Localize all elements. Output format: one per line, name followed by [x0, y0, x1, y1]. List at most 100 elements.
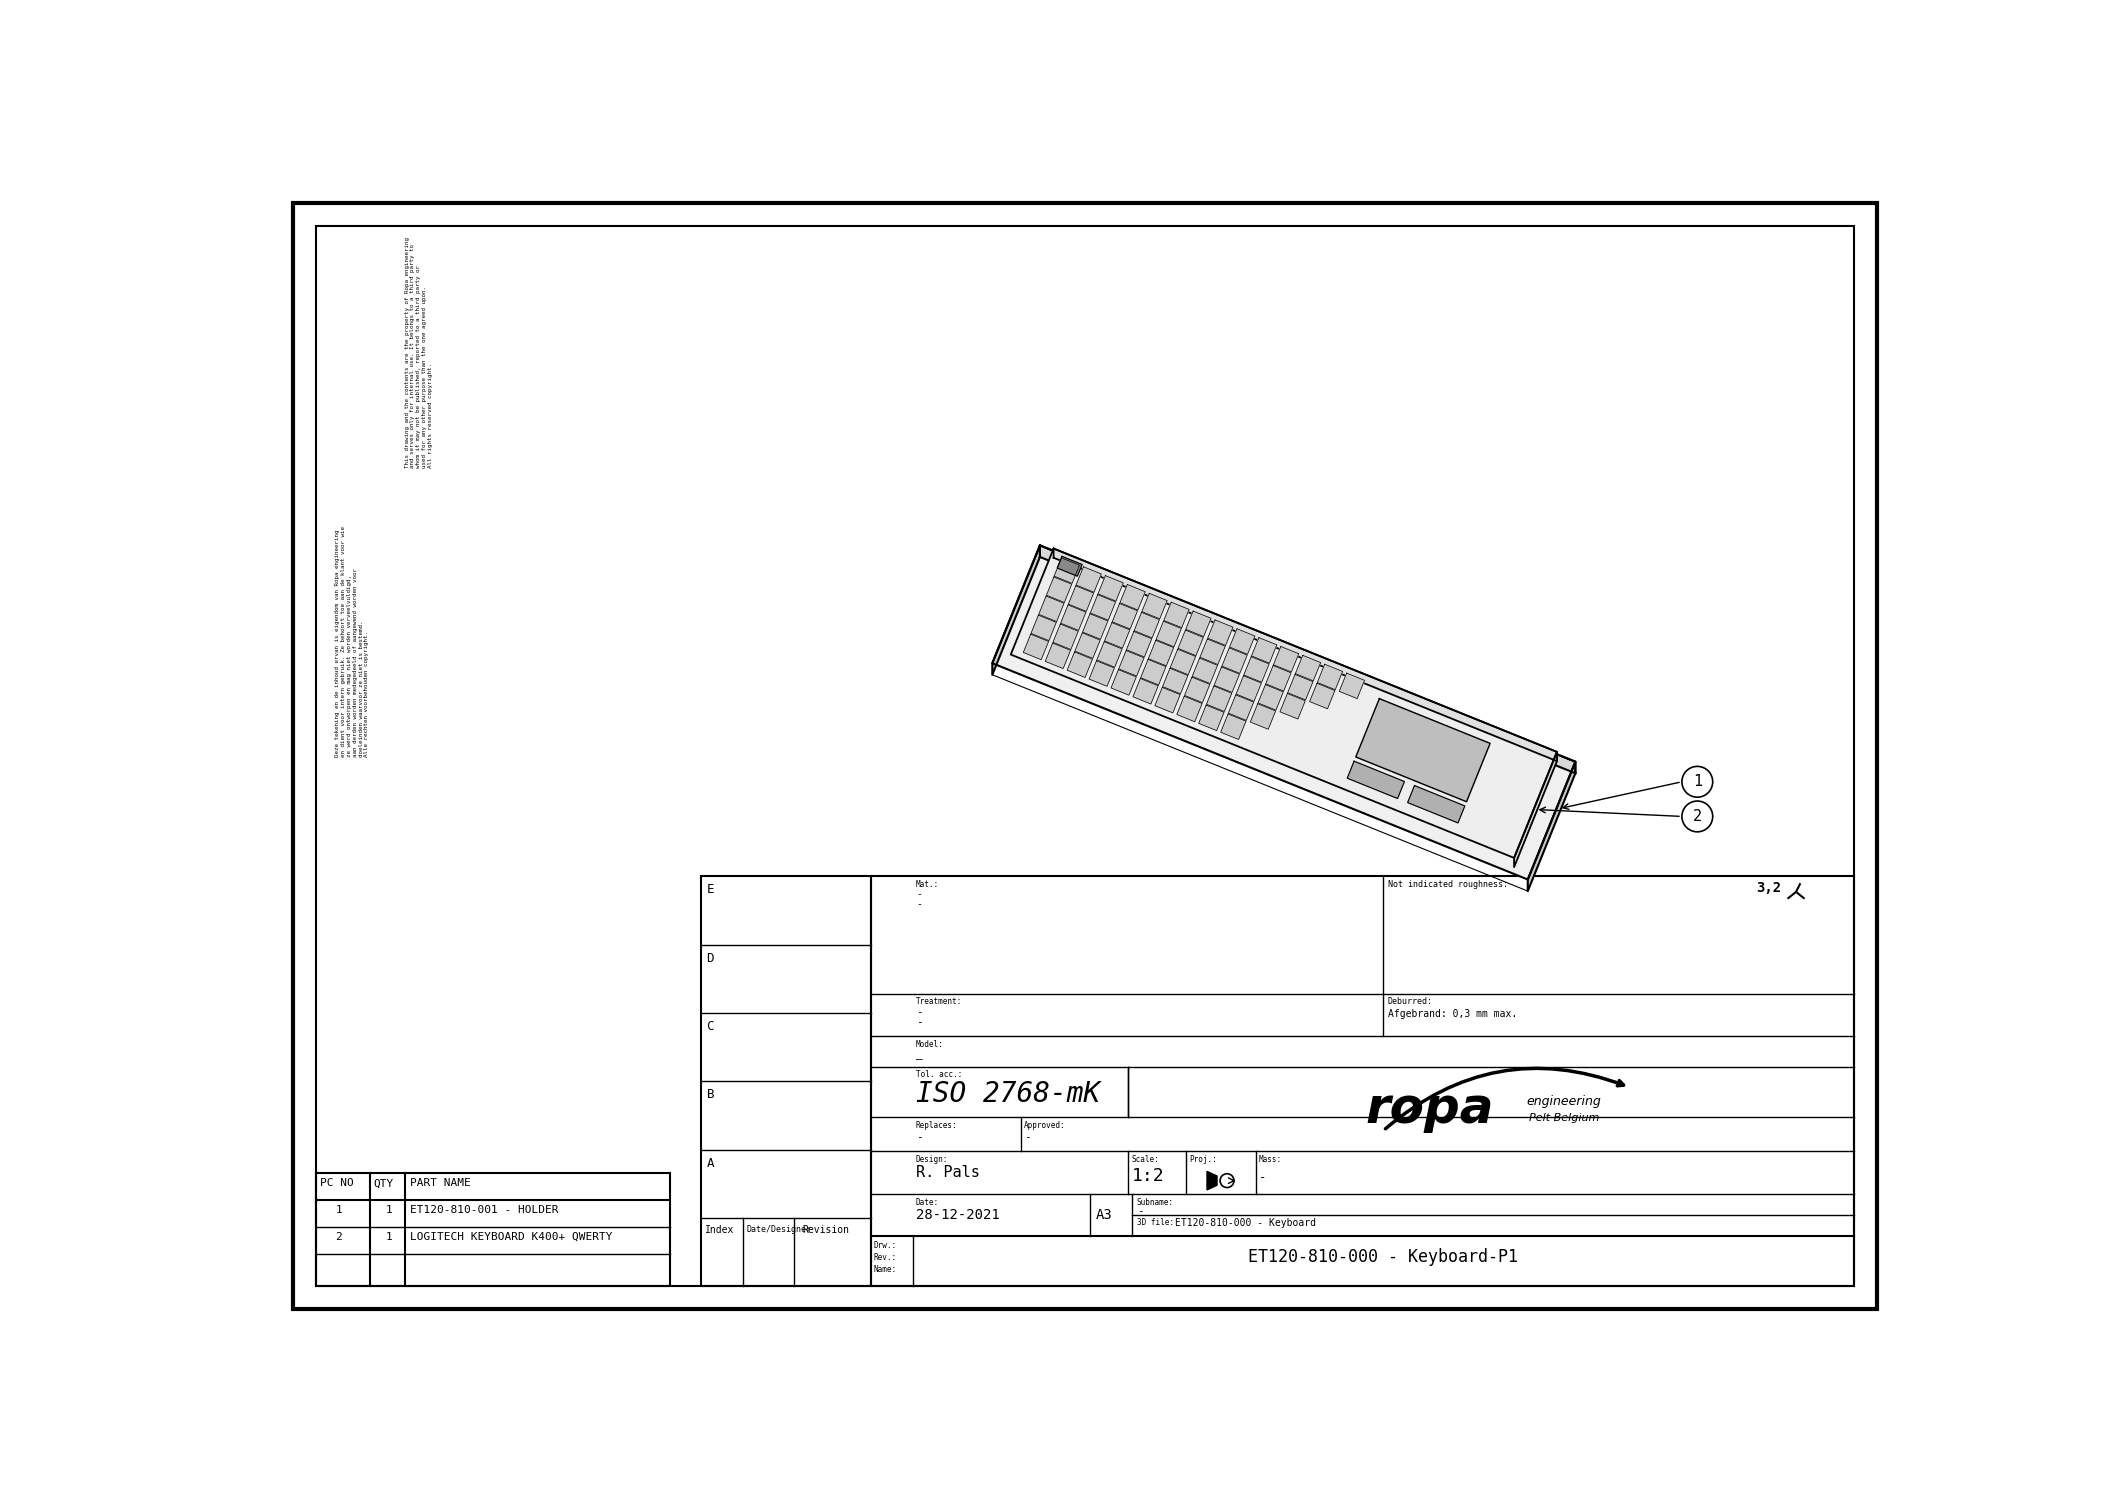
Text: Date/Designer: Date/Designer: [747, 1225, 811, 1234]
Text: Design:: Design:: [917, 1156, 948, 1165]
Polygon shape: [1222, 648, 1247, 674]
Polygon shape: [1141, 593, 1166, 618]
Polygon shape: [1207, 1171, 1217, 1190]
Polygon shape: [1090, 594, 1116, 620]
Polygon shape: [1310, 683, 1336, 708]
Polygon shape: [993, 545, 1575, 880]
Text: LOGITECH KEYBOARD K400+ QWERTY: LOGITECH KEYBOARD K400+ QWERTY: [411, 1232, 612, 1243]
Polygon shape: [1228, 695, 1253, 720]
Polygon shape: [1245, 657, 1268, 683]
Text: Treatment:: Treatment:: [917, 997, 963, 1006]
Text: This drawing and the contents are the property of Ropa engineering
and serves on: This drawing and the contents are the pr…: [404, 238, 432, 469]
Text: Pelt Belgium: Pelt Belgium: [1528, 1114, 1600, 1123]
Text: R. Pals: R. Pals: [917, 1165, 980, 1180]
Polygon shape: [1031, 615, 1056, 641]
Text: QTY: QTY: [375, 1178, 394, 1189]
Polygon shape: [1069, 585, 1094, 611]
Text: engineering: engineering: [1526, 1094, 1603, 1108]
Text: A: A: [707, 1157, 713, 1169]
Text: Revision: Revision: [802, 1225, 849, 1235]
Text: 2: 2: [334, 1232, 343, 1243]
Text: -: -: [1025, 1132, 1031, 1142]
Bar: [701, 876, 870, 1286]
Text: ET120-810-000 - Keyboard: ET120-810-000 - Keyboard: [1175, 1217, 1315, 1228]
Polygon shape: [1054, 548, 1556, 760]
Text: Index: Index: [705, 1225, 735, 1235]
Polygon shape: [1023, 635, 1048, 660]
Text: -: -: [1137, 1207, 1143, 1216]
Polygon shape: [1046, 644, 1071, 669]
Polygon shape: [1207, 686, 1232, 711]
Text: -: -: [917, 1132, 923, 1142]
Polygon shape: [1251, 638, 1277, 663]
Text: 1: 1: [1694, 774, 1702, 789]
Polygon shape: [1156, 687, 1179, 713]
Text: 1: 1: [334, 1205, 343, 1216]
Polygon shape: [1186, 677, 1209, 702]
Polygon shape: [1054, 558, 1080, 584]
Polygon shape: [1355, 699, 1490, 802]
Text: _: _: [917, 1049, 923, 1060]
Text: 1:2: 1:2: [1133, 1166, 1164, 1184]
Polygon shape: [1111, 603, 1137, 629]
Text: -: -: [917, 889, 921, 900]
Polygon shape: [1067, 653, 1092, 678]
Text: C: C: [707, 1019, 713, 1033]
Polygon shape: [1052, 624, 1078, 650]
Polygon shape: [1039, 596, 1065, 621]
Text: Mass:: Mass:: [1260, 1156, 1281, 1165]
Polygon shape: [1135, 612, 1160, 638]
Text: 3D file:: 3D file:: [1137, 1217, 1175, 1226]
Text: D: D: [707, 952, 713, 964]
Text: PC NO: PC NO: [320, 1178, 354, 1189]
Polygon shape: [1200, 639, 1226, 665]
Text: ET120-810-001 - HOLDER: ET120-810-001 - HOLDER: [411, 1205, 559, 1216]
Text: PART NAME: PART NAME: [411, 1178, 470, 1189]
Polygon shape: [1281, 693, 1306, 719]
Text: A3: A3: [1097, 1208, 1114, 1222]
Text: 28-12-2021: 28-12-2021: [917, 1208, 999, 1222]
Polygon shape: [1105, 623, 1130, 648]
Text: Mat.:: Mat.:: [917, 880, 940, 889]
Polygon shape: [1133, 678, 1158, 704]
Polygon shape: [1010, 548, 1556, 858]
Polygon shape: [1222, 714, 1247, 740]
Text: 3,2: 3,2: [1757, 882, 1783, 895]
Polygon shape: [1192, 659, 1217, 684]
Polygon shape: [1099, 576, 1124, 602]
Polygon shape: [1111, 669, 1137, 695]
Polygon shape: [1147, 641, 1173, 666]
Polygon shape: [1082, 614, 1107, 639]
Bar: [315, 1174, 671, 1286]
Bar: [870, 876, 1854, 1286]
Text: 2: 2: [1694, 808, 1702, 823]
Polygon shape: [1274, 647, 1298, 672]
Polygon shape: [1514, 751, 1556, 867]
Text: Name:: Name:: [874, 1265, 898, 1274]
Text: Date:: Date:: [917, 1198, 940, 1207]
Polygon shape: [1164, 602, 1190, 627]
Polygon shape: [1236, 675, 1262, 701]
Text: E: E: [707, 883, 713, 897]
Polygon shape: [1198, 705, 1224, 731]
Polygon shape: [1141, 660, 1166, 686]
Polygon shape: [1156, 621, 1181, 647]
Text: Afgebrand: 0,3 mm max.: Afgebrand: 0,3 mm max.: [1389, 1009, 1518, 1019]
Polygon shape: [1186, 611, 1211, 636]
Polygon shape: [1075, 567, 1101, 593]
Polygon shape: [1528, 762, 1575, 891]
Text: 1: 1: [385, 1232, 392, 1243]
Polygon shape: [1340, 674, 1365, 699]
Polygon shape: [1296, 656, 1321, 681]
Polygon shape: [1061, 605, 1086, 630]
Text: 1: 1: [385, 1205, 392, 1216]
Text: ISO 2768-mK: ISO 2768-mK: [917, 1079, 1101, 1108]
Text: Drw.:: Drw.:: [874, 1241, 898, 1250]
Polygon shape: [1118, 651, 1143, 677]
Polygon shape: [1162, 668, 1188, 693]
Polygon shape: [1408, 786, 1465, 823]
Polygon shape: [993, 545, 1039, 675]
Text: -: -: [917, 1018, 923, 1027]
Polygon shape: [1039, 545, 1575, 774]
Polygon shape: [1046, 576, 1071, 602]
